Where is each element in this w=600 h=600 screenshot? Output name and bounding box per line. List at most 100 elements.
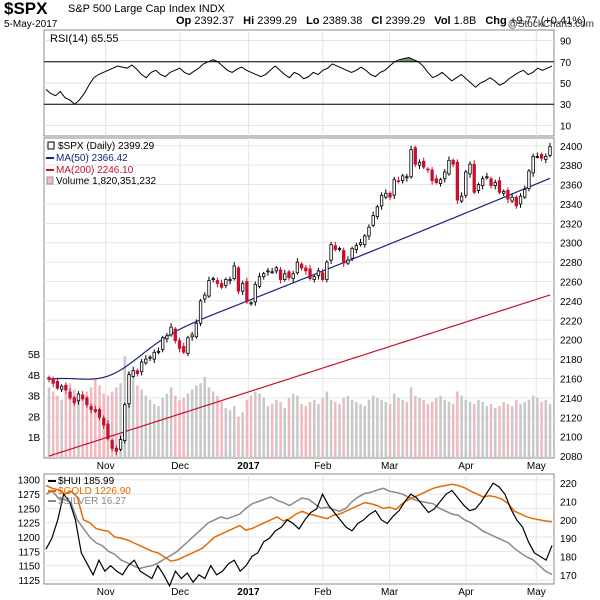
candle-body [459,195,464,202]
candle-body [287,271,291,279]
candle-body [245,281,249,303]
volume-bar [98,385,101,458]
volume-bar [56,395,59,458]
candle-body [422,160,426,168]
candle-body [531,156,535,174]
candle-body [337,248,342,250]
vol-label: Vol [434,15,451,27]
volume-bar [359,404,362,458]
volume-bar [321,397,324,458]
volume-bar [384,401,388,458]
volume-bar [190,389,194,458]
volume-bar [325,391,329,458]
price-x-tick-labels: Nov Dec 2017 Feb Mar Apr May [97,461,546,472]
candle-body [114,447,119,452]
volume-bar [283,408,287,458]
ma200-line [48,294,551,457]
volume-bar [531,395,535,458]
volume-tick-labels: 1B 2B 3B 4B 5B [28,350,41,444]
comparison-right-tick-label: 190 [560,534,577,545]
price-tick-label: 2160 [560,374,583,385]
rsi-tick-label: 70 [560,58,572,69]
candle-body [270,271,274,274]
chg-label: Chg [485,15,507,27]
volume-bar [414,395,417,458]
brand-watermark: @StockCharts.com [507,19,594,30]
comparison-left-tick-label: 1300 [18,476,41,487]
volume-bar [308,401,312,458]
comparison-right-tick-label: 170 [560,571,577,582]
candle-body [283,273,287,280]
candle-body [321,272,325,280]
volume-bar [409,387,413,458]
comparison-x-tick-label: Apr [458,587,474,598]
ticker-symbol: $SPX [4,0,48,18]
high-value: 2399.29 [257,15,297,27]
volume-legend-swatch [46,176,54,185]
volume-bar [68,383,72,458]
volume-bar [94,379,97,458]
volume-bar [182,397,185,458]
candle-body [400,175,405,182]
volume-bar [338,404,341,458]
volume-tick-label: 2B [28,412,41,423]
candle-body [342,250,346,264]
volume-bar [519,404,522,458]
candle-body [468,163,472,175]
candle-body [64,384,68,391]
candle-body [93,409,97,412]
volume-bar [498,406,501,458]
candle-body [110,440,114,449]
candle-body [325,261,329,280]
candle-body [194,322,199,338]
volume-bar [472,404,476,458]
candle-body [455,161,460,201]
volume-bar [548,404,552,458]
volume-bar [64,393,68,458]
volume-bar [287,397,291,458]
volume-bar [435,397,438,458]
candle-body [55,380,60,389]
candle-body [253,284,257,303]
volume-bar [342,397,345,458]
volume-bar [447,401,451,458]
rsi-line [45,57,553,105]
volume-bar [401,399,404,458]
volume-bar [51,391,55,458]
comparison-left-tick-label: 1275 [18,490,41,501]
volume-bar [254,391,257,458]
candle-body [544,156,548,160]
candle-body [219,283,224,288]
volume-bar [405,401,409,458]
volume-tick-label: 4B [28,371,41,382]
chart-date: 5-May-2017 [4,19,58,30]
volume-tick-label: 1B [28,433,41,444]
volume-bar [502,401,505,458]
volume-bar [81,397,84,458]
candle-body [443,171,447,180]
candle-body [434,178,438,184]
candle-body [127,374,131,405]
volume-bar [494,408,497,458]
candle-body [207,280,211,297]
volume-bar [245,399,249,458]
volume-bar [536,397,539,458]
volume-bar [392,393,396,458]
comparison-left-tick-label: 1200 [18,533,41,544]
volume-bar [485,406,489,458]
volume-bar [468,401,472,458]
volume-bar [157,406,160,458]
candle-body [203,294,207,300]
volume-bar [523,401,526,458]
candle-body [182,346,186,353]
price-tick-label: 2340 [560,200,583,211]
volume-bar [279,401,282,458]
candle-body [295,261,300,274]
candle-body [97,409,102,418]
candle-body [72,397,76,404]
candle-body [236,267,241,292]
volume-bar [540,401,543,458]
candle-body [266,270,270,273]
price-tick-label: 2100 [560,433,583,444]
candle-body [81,394,85,400]
